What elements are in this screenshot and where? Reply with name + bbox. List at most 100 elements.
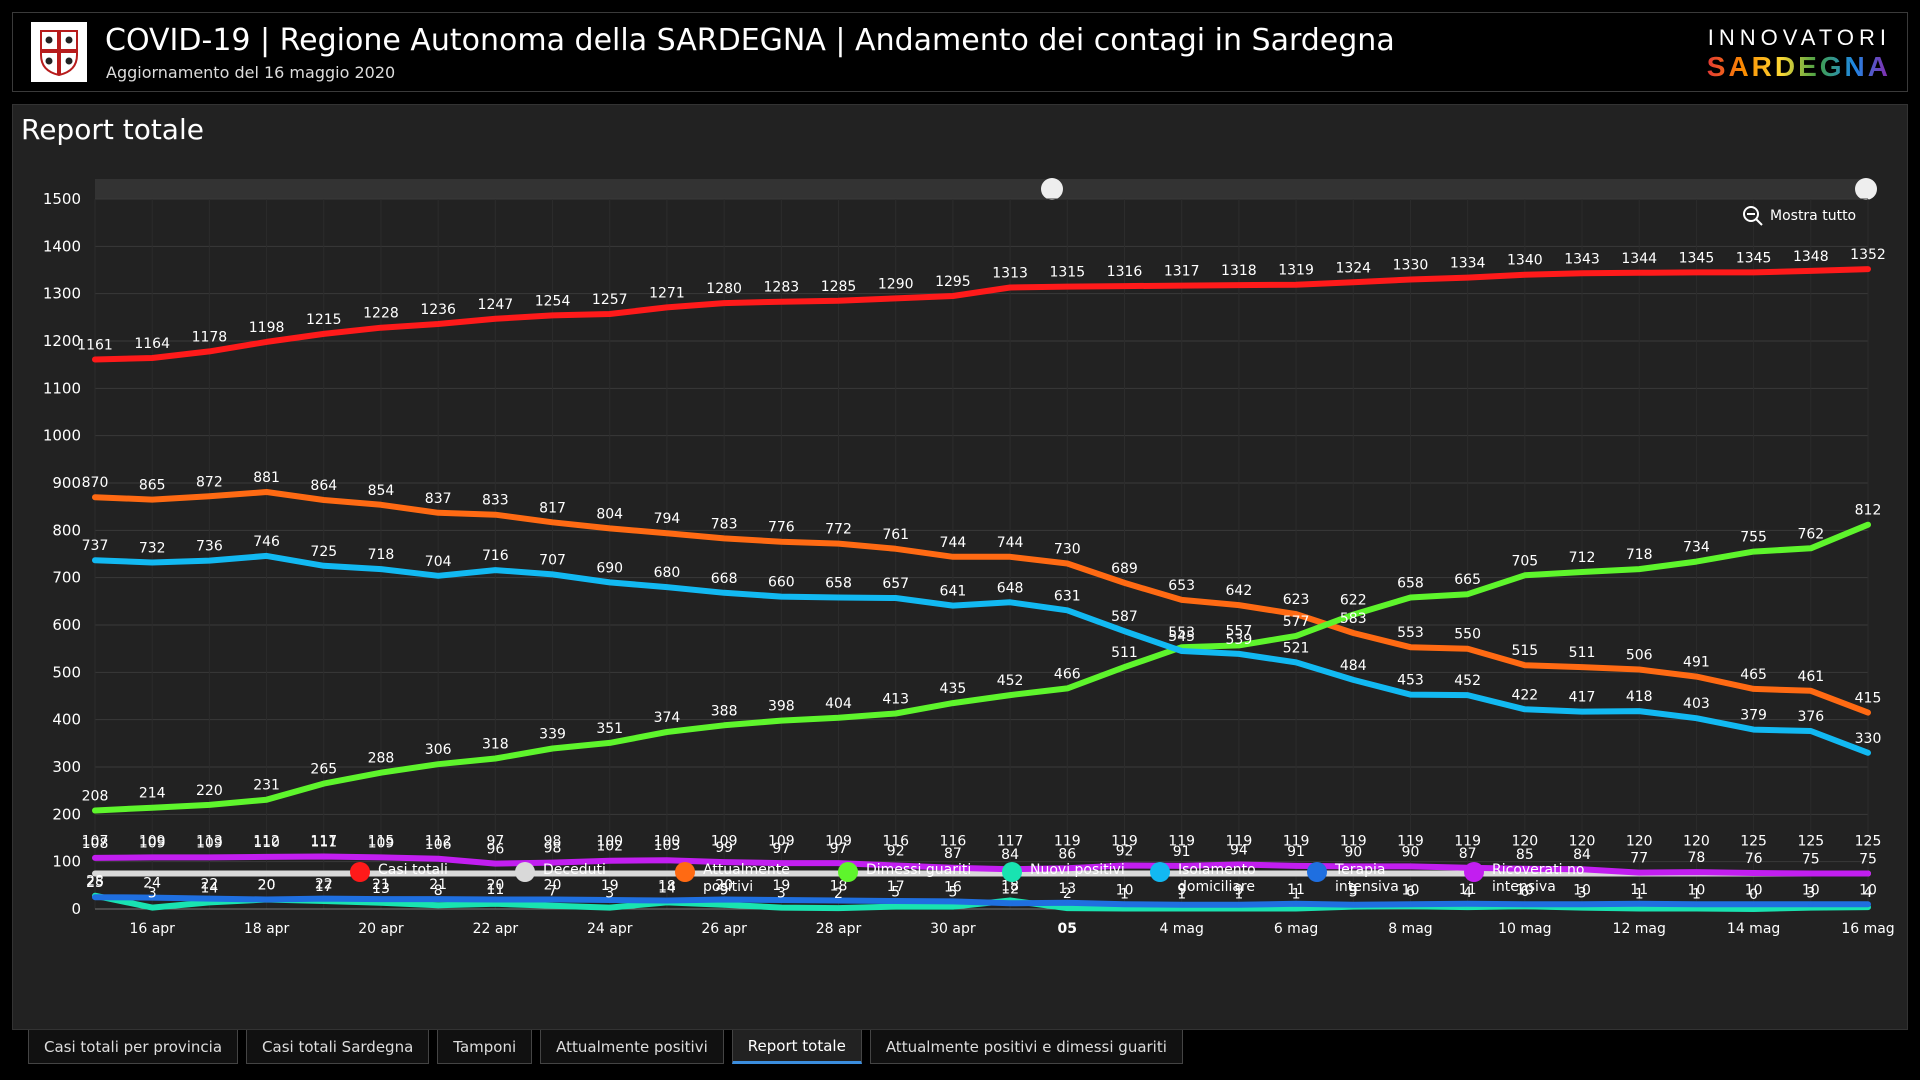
data-label: 553 [1168, 625, 1195, 641]
data-point-ricoverati-no-intensiva [1808, 871, 1814, 876]
tab-casi-totali-sardegna[interactable]: Casi totali Sardegna [246, 1030, 430, 1064]
tab-tamponi[interactable]: Tamponi [437, 1030, 533, 1064]
data-point-ricoverati-no-intensiva [1751, 870, 1757, 876]
data-label: 120 [1626, 834, 1653, 850]
x-tick-label: 16 apr [129, 921, 175, 937]
data-label: 20 [486, 878, 504, 894]
data-label: 648 [997, 580, 1024, 596]
data-label: 1 [1292, 887, 1301, 903]
x-tick-label: 24 apr [587, 921, 633, 937]
range-slider-left-handle[interactable] [1041, 178, 1063, 200]
x-tick-label: 14 mag [1727, 921, 1780, 937]
legend-item[interactable]: Terapia intensiva [1307, 862, 1445, 896]
range-slider-right-handle[interactable] [1855, 178, 1877, 200]
legend-item[interactable]: Deceduti [515, 862, 606, 882]
legend-item[interactable]: Attualmente positivi [675, 862, 813, 896]
tab-bar: Casi totali per provincia Casi totali Sar… [28, 1030, 1191, 1066]
data-point-casi-totali [550, 312, 556, 318]
data-label: 744 [940, 535, 967, 551]
data-point-attualmente-positivi [1350, 630, 1356, 636]
data-label: 21 [429, 877, 447, 893]
tab-attualmente-positivi[interactable]: Attualmente positivi [540, 1030, 724, 1064]
data-label: 404 [825, 696, 852, 712]
x-tick-label: 28 apr [816, 921, 862, 937]
data-point-terapia-intensiva [1522, 901, 1528, 907]
series-line-dimessi-guariti [92, 521, 1871, 814]
data-point-casi-totali [1236, 282, 1242, 288]
data-point-dimessi-guariti [1808, 545, 1814, 551]
brand-bottom-text: SARDEGNA [1706, 51, 1891, 82]
data-label: 4 [1864, 885, 1873, 901]
data-label: 90 [1402, 844, 1420, 860]
data-label: 658 [1397, 576, 1424, 592]
data-label: 265 [310, 762, 337, 778]
innovatori-sardegna-logo: INNOVATORI SARDEGNA [1707, 25, 1891, 83]
data-point-attualmente-positivi [1808, 688, 1814, 694]
legend-label: Nuovi positivi [1030, 862, 1125, 878]
data-point-casi-totali [206, 348, 212, 354]
data-point-nuovi-positivi [721, 902, 727, 908]
data-label: 10 [1859, 882, 1877, 898]
data-label: 817 [539, 500, 566, 516]
data-point-isolamento-domiciliare [550, 571, 556, 577]
data-label: 403 [1683, 696, 1710, 712]
data-label: 680 [654, 565, 681, 581]
data-point-dimessi-guariti [950, 700, 956, 706]
data-point-casi-totali [1751, 269, 1757, 275]
data-point-dimessi-guariti [1064, 685, 1070, 691]
data-point-terapia-intensiva [321, 896, 327, 902]
data-point-attualmente-positivi [721, 535, 727, 541]
data-point-deceduti [664, 871, 670, 876]
mostra-tutto-button[interactable]: Mostra tutto [1742, 205, 1856, 227]
data-label: 1198 [249, 320, 285, 336]
data-point-dimessi-guariti [1465, 591, 1471, 597]
legend-item[interactable]: Nuovi positivi [1002, 862, 1125, 882]
data-label: 761 [882, 527, 909, 543]
data-label: 9 [1349, 883, 1358, 899]
tab-report-totale[interactable]: Report totale [731, 1030, 862, 1064]
data-label: 119 [1340, 834, 1367, 850]
data-label: 491 [1683, 655, 1710, 671]
data-point-attualmente-positivi [492, 512, 498, 518]
data-label: 5 [891, 885, 900, 901]
data-label: 1315 [1049, 265, 1085, 281]
legend-item[interactable]: Isolamento domiciliare [1150, 862, 1288, 896]
tab-casi-totali-per-provincia[interactable]: Casi totali per provincia [28, 1030, 239, 1064]
data-label: 484 [1340, 658, 1367, 674]
legend-item[interactable]: Casi totali [350, 862, 448, 882]
data-point-isolamento-domiciliare [1293, 659, 1299, 665]
data-label: 9 [1177, 883, 1186, 899]
legend-item[interactable]: Ricoverati no intensiva [1464, 862, 1602, 896]
data-point-casi-totali [950, 293, 956, 299]
range-slider-track [95, 179, 1868, 199]
update-date: Aggiornamento del 16 maggio 2020 [106, 63, 396, 82]
data-point-terapia-intensiva [1865, 901, 1871, 907]
data-point-casi-totali [1522, 272, 1528, 278]
data-point-nuovi-positivi [149, 905, 155, 911]
data-label: 351 [596, 721, 623, 737]
data-label: 1316 [1107, 264, 1143, 280]
legend-item[interactable]: Dimessi guariti [838, 862, 971, 882]
data-label: 19 [772, 878, 790, 894]
data-point-attualmente-positivi [1179, 597, 1185, 603]
data-point-isolamento-domiciliare [1407, 692, 1413, 698]
data-label: 119 [1054, 834, 1081, 850]
data-point-terapia-intensiva [664, 897, 670, 903]
data-label: 1254 [535, 293, 571, 309]
data-label: 119 [1397, 834, 1424, 850]
y-tick-label: 1400 [43, 237, 81, 255]
data-point-dimessi-guariti [206, 802, 212, 808]
tab-attualmente-positivi-e-dimessi-guariti[interactable]: Attualmente positivi e dimessi guariti [869, 1030, 1183, 1064]
data-label: 418 [1626, 689, 1653, 705]
x-tick-label: 20 apr [358, 921, 404, 937]
data-label: 103 [654, 838, 681, 854]
data-point-deceduti [1522, 871, 1528, 876]
data-point-isolamento-domiciliare [149, 560, 155, 566]
data-point-isolamento-domiciliare [1808, 728, 1814, 734]
data-point-dimessi-guariti [1865, 522, 1871, 528]
data-point-ricoverati-no-intensiva [1350, 863, 1356, 869]
data-label: 622 [1340, 593, 1367, 609]
data-label: 115 [368, 834, 395, 850]
data-label: 109 [196, 835, 223, 851]
data-label: 1 [1635, 887, 1644, 903]
